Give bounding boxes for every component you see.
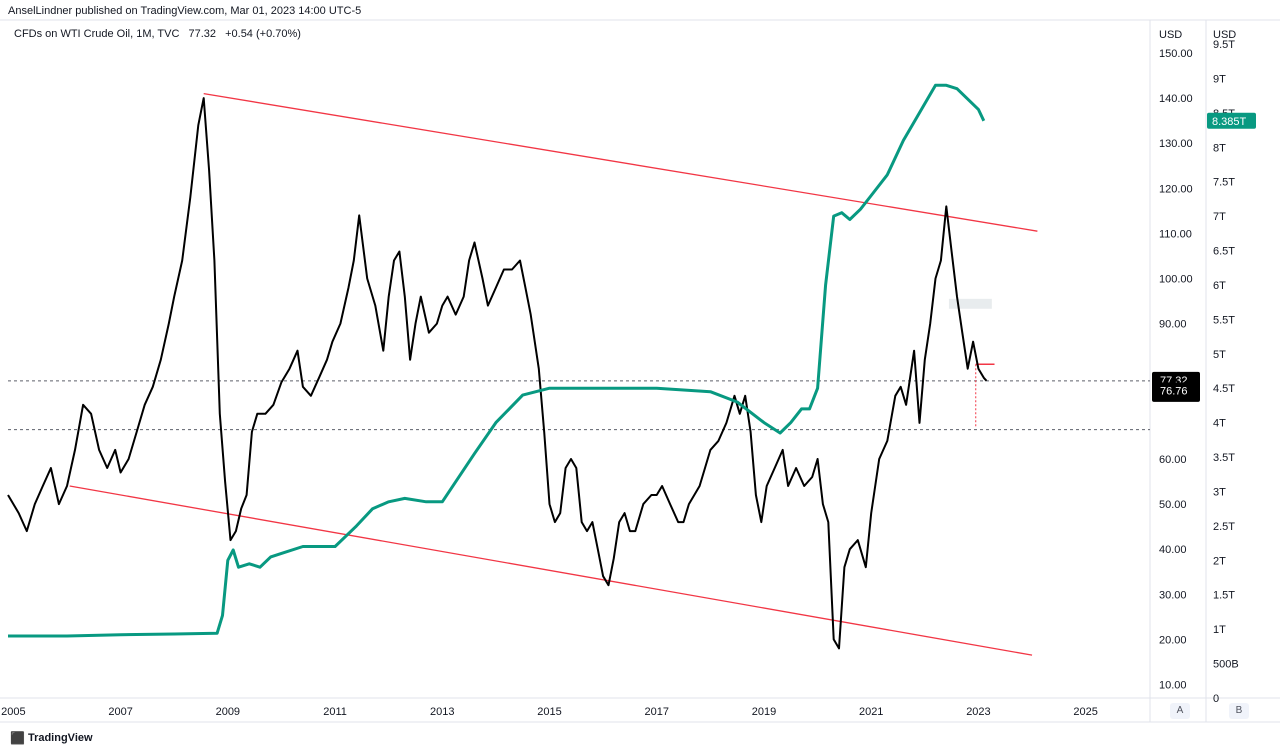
chart-frame (0, 19, 1280, 723)
axis-a-tick: 40.00 (1159, 544, 1187, 556)
axis-b-tick: 3T (1213, 486, 1226, 498)
axis-a-unit: USD (1159, 29, 1182, 41)
axis-b-tick: 5.5T (1213, 314, 1235, 326)
last-price: 77.32 (188, 28, 217, 40)
axis-a-tick: 130.00 (1159, 138, 1193, 150)
secondary-last-label: 8.385T (1212, 116, 1247, 128)
axis-b-unit: USD (1213, 29, 1236, 41)
axis-b-tick: 7.5T (1213, 177, 1235, 189)
axis-b-tick: 500B (1213, 659, 1239, 671)
axis-a-tick: 10.00 (1159, 679, 1187, 691)
axis-b-tick: 9.5T (1213, 39, 1235, 51)
x-axis-tick: 2007 (108, 706, 132, 718)
secondary-last-box (1207, 112, 1256, 129)
axis-a-button[interactable]: A (1170, 703, 1190, 719)
axis-b-tick: 8T (1213, 142, 1226, 154)
axis-a-tick: 90.00 (1159, 319, 1187, 331)
tv-logo-icon: ⬛ (10, 731, 25, 745)
secondary-series-line (8, 83, 986, 638)
axis-b-tick: 2T (1213, 555, 1226, 567)
axes: USD USD 10.00 20.00 30.00 40.00 50.00 60.00 90.0… (1, 29, 1239, 718)
axis-b-tick: 6.5T (1213, 246, 1235, 258)
tradingview-logo[interactable]: ⬛ TradingView (10, 731, 93, 745)
axis-a-tick: 50.00 (1159, 499, 1187, 511)
logo-text: TradingView (27, 732, 93, 744)
x-axis-tick: 2013 (430, 706, 454, 718)
price-labels: 77.3230d 3h76.768.385T (1152, 112, 1256, 402)
trend-line-2 (69, 485, 1033, 656)
axis-b-tick: 6T (1213, 280, 1226, 292)
highlight-zone (948, 298, 992, 309)
publisher-header: AnselLindner published on TradingView.co… (8, 5, 362, 17)
prior-close-box (1152, 382, 1200, 399)
axis-a-tick: 110.00 (1159, 228, 1192, 240)
axis-a-tick: 30.00 (1159, 589, 1187, 601)
axis-b-tick: 2.5T (1213, 521, 1235, 533)
trend-lines (69, 92, 1038, 656)
symbol-legend: CFDs on WTI Crude Oil, 1M, TVC 77.32 +0.… (14, 28, 307, 40)
axis-b-tick: 0 (1213, 693, 1219, 705)
axis-a-tick: 20.00 (1159, 634, 1187, 646)
x-axis-tick: 2019 (752, 706, 776, 718)
x-axis-tick: 2023 (966, 706, 990, 718)
series-lines (7, 83, 988, 650)
axis-b-tick: 1.5T (1213, 590, 1235, 602)
axis-b-tick: 1T (1213, 624, 1226, 636)
x-axis-tick: 2009 (216, 706, 240, 718)
axis-b-tick: 7T (1213, 211, 1226, 223)
axis-b-tick: 4T (1213, 418, 1226, 430)
axis-a-tick: 120.00 (1159, 183, 1193, 195)
prior-close-label: 76.76 (1160, 385, 1188, 397)
axis-b-tick: 9T (1213, 73, 1226, 85)
x-axis-tick: 2005 (1, 706, 25, 718)
x-axis-tick: 2021 (859, 706, 883, 718)
symbol-name[interactable]: CFDs on WTI Crude Oil, 1M, TVC (14, 28, 180, 40)
axis-b-button[interactable]: B (1229, 703, 1249, 719)
axis-b-tick: 5T (1213, 349, 1226, 361)
price-series-line (7, 97, 988, 650)
x-axis-tick: 2025 (1073, 706, 1097, 718)
axis-a-tick: 60.00 (1159, 454, 1187, 466)
x-axis-tick: 2015 (537, 706, 561, 718)
x-axis-tick: 2011 (323, 706, 347, 718)
price-change: +0.54 (+0.70%) (225, 28, 301, 40)
trend-line-1 (203, 92, 1038, 232)
axis-a-tick: 150.00 (1159, 48, 1193, 60)
axis-b-tick: 4.5T (1213, 383, 1235, 395)
x-axis-tick: 2017 (644, 706, 668, 718)
axis-b-tick: 3.5T (1213, 452, 1235, 464)
axis-a-tick: 100.00 (1159, 274, 1193, 286)
axis-a-tick: 140.00 (1159, 93, 1193, 105)
